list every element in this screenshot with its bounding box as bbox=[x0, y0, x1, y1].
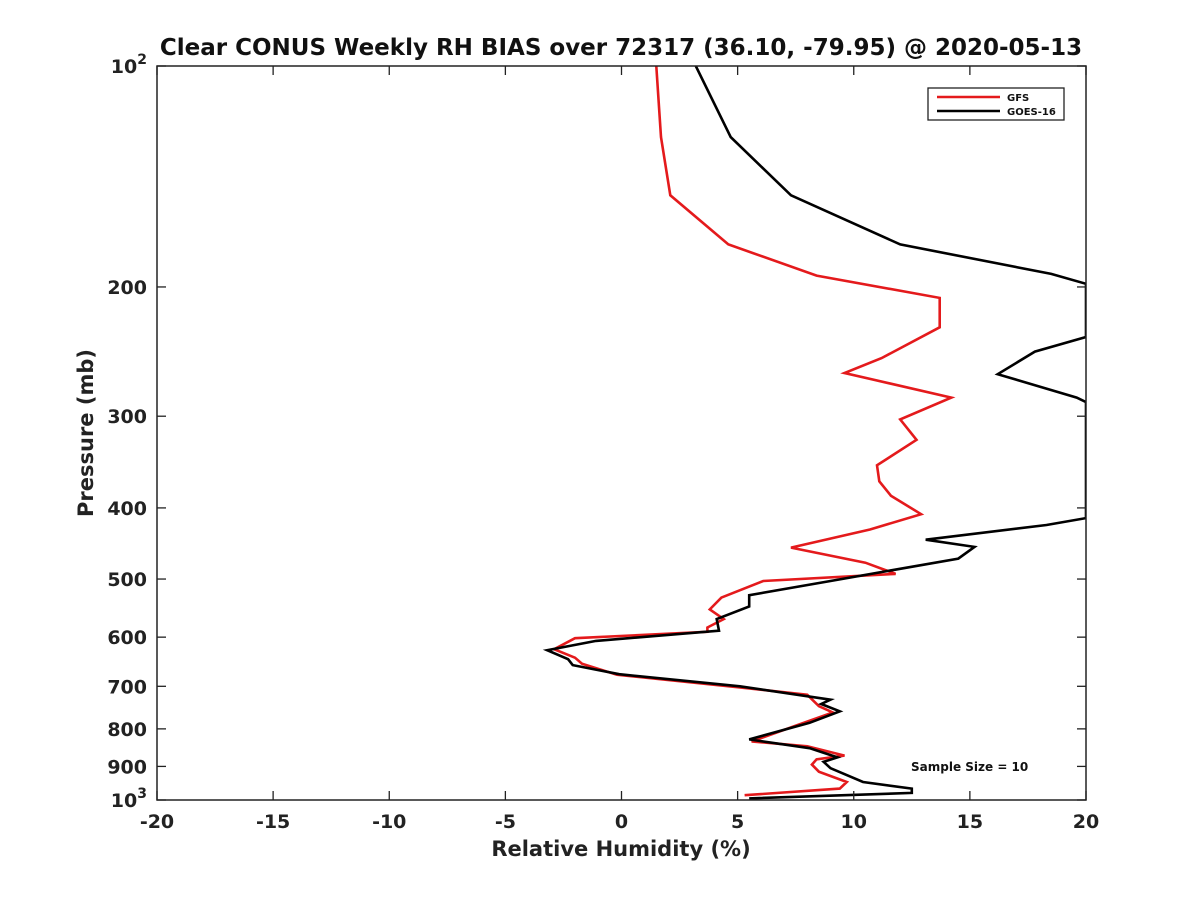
y-axis-ticks: 102 200 300 400 500 600 700 800 900 103 bbox=[107, 52, 1086, 812]
x-tick-label: -15 bbox=[256, 811, 290, 833]
y-axis-title: Pressure (mb) bbox=[74, 349, 98, 517]
y-tick-label: 600 bbox=[107, 627, 147, 649]
chart-title: Clear CONUS Weekly RH BIAS over 72317 (3… bbox=[160, 35, 1082, 61]
legend-entry: GFS bbox=[1007, 93, 1029, 104]
y-tick-label: 500 bbox=[107, 569, 147, 591]
x-axis-title: Relative Humidity (%) bbox=[491, 837, 750, 861]
x-tick-label: 20 bbox=[1073, 811, 1099, 833]
plot-frame bbox=[156, 65, 1087, 801]
y-tick-label: 900 bbox=[107, 756, 147, 778]
y-tick-label: 200 bbox=[107, 277, 147, 299]
y-tick-label: 102 bbox=[111, 52, 147, 78]
x-axis-ticks: -20 -15 -10 -5 0 5 10 15 20 bbox=[140, 66, 1099, 833]
y-tick-label: 300 bbox=[107, 406, 147, 428]
x-tick-label: 0 bbox=[615, 811, 628, 833]
y-tick-label: 103 bbox=[111, 786, 147, 812]
x-tick-label: 10 bbox=[841, 811, 867, 833]
legend-entry: GOES-16 bbox=[1007, 107, 1056, 118]
y-tick-label: 800 bbox=[107, 719, 147, 741]
sample-size-annotation: Sample Size = 10 bbox=[911, 760, 1028, 774]
y-tick-label: 700 bbox=[107, 676, 147, 698]
x-tick-label: -5 bbox=[495, 811, 516, 833]
x-tick-label: -10 bbox=[372, 811, 406, 833]
y-tick-label: 400 bbox=[107, 498, 147, 520]
legend: GFS GOES-16 bbox=[927, 87, 1065, 121]
x-tick-label: -20 bbox=[140, 811, 174, 833]
series-line-goes-16 bbox=[542, 66, 1086, 800]
x-tick-label: 15 bbox=[957, 811, 983, 833]
series-line-gfs bbox=[551, 66, 956, 797]
series-layer bbox=[542, 66, 1086, 800]
x-tick-label: 5 bbox=[731, 811, 744, 833]
legend-box bbox=[927, 87, 1065, 121]
